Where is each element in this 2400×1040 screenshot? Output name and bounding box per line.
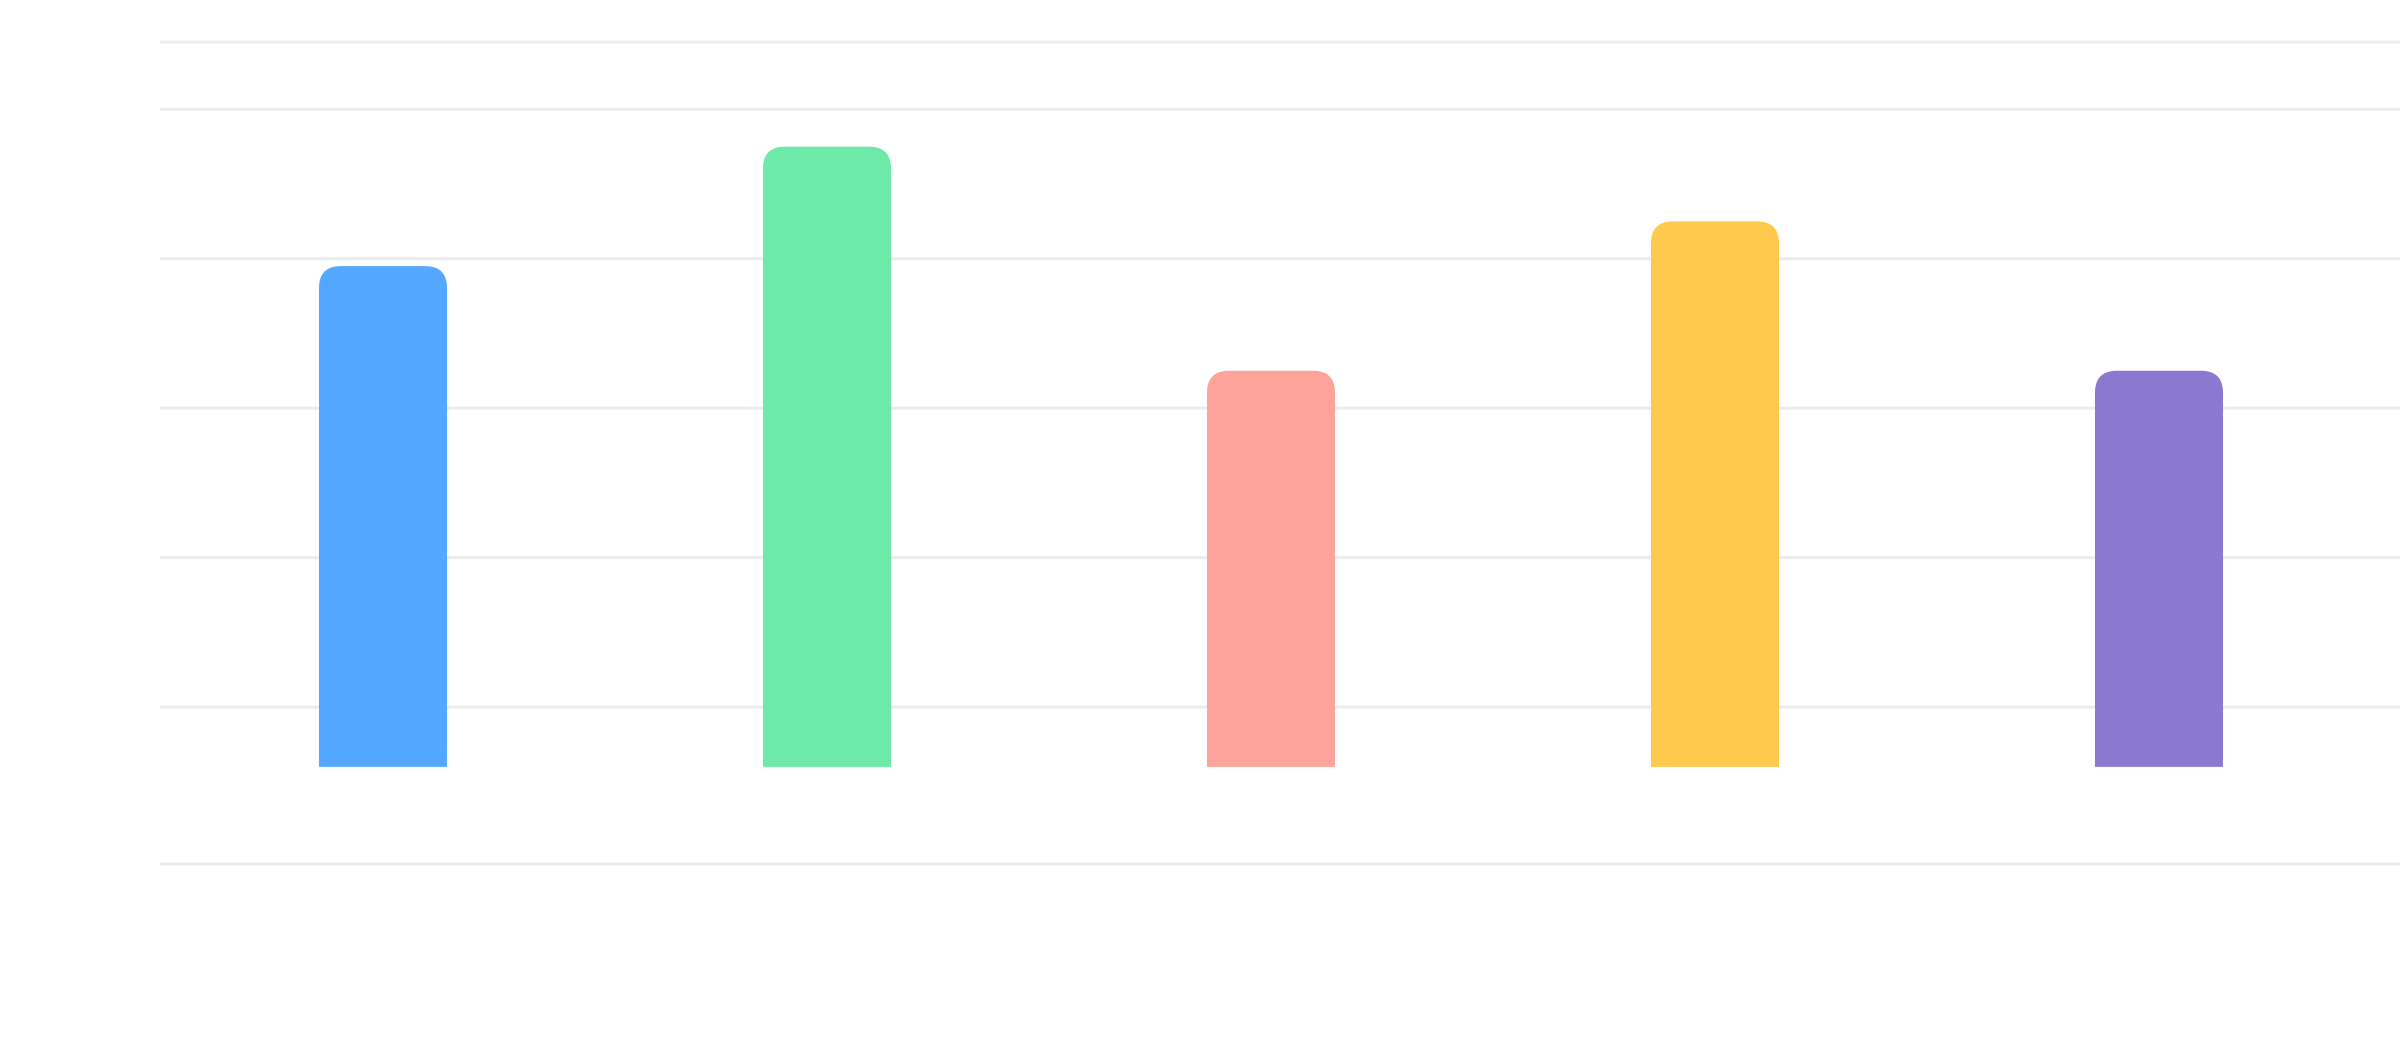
- bar-2: [763, 146, 891, 767]
- bars: [319, 146, 2223, 767]
- bar-5: [2095, 370, 2223, 767]
- bar-3: [1207, 370, 1335, 767]
- bar-4: [1651, 221, 1779, 767]
- bar-1: [319, 266, 447, 767]
